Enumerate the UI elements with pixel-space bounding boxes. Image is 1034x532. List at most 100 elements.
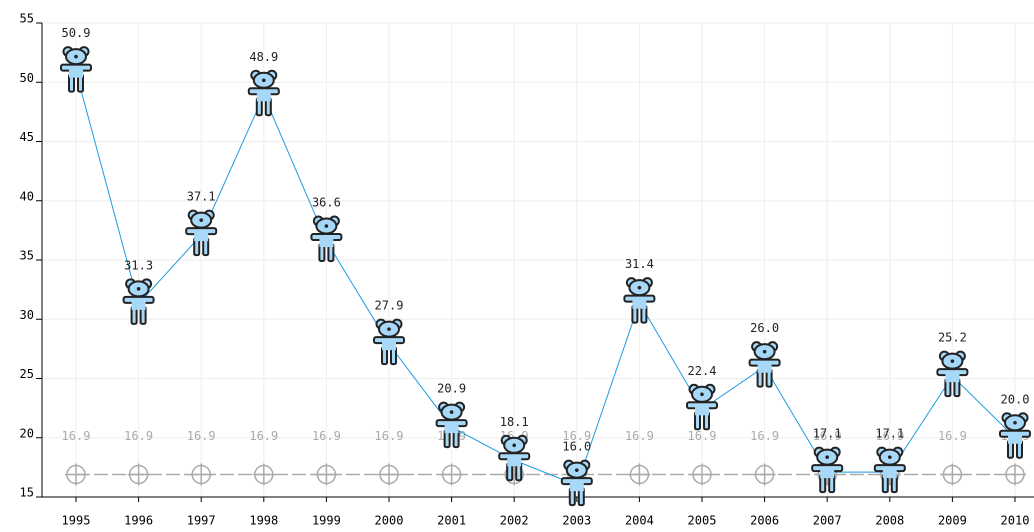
x-tick-label: 2009 xyxy=(938,514,967,528)
marker xyxy=(122,278,155,325)
value-label: 16.9 xyxy=(562,429,591,443)
bear-body xyxy=(256,91,271,102)
marker xyxy=(65,463,87,486)
bear-eye xyxy=(324,224,329,228)
marker xyxy=(873,446,906,494)
bear-body xyxy=(131,299,146,310)
value-label: 50.9 xyxy=(62,26,91,40)
marker xyxy=(560,459,593,507)
value-label: 16.9 xyxy=(375,429,404,443)
x-tick-label: 1997 xyxy=(187,514,216,528)
x-tick-label: 2004 xyxy=(625,514,654,528)
x-tick-label: 2001 xyxy=(437,514,466,528)
x-tick-label: 1996 xyxy=(124,514,153,528)
x-tick-label: 2005 xyxy=(688,514,717,528)
marker xyxy=(435,401,468,449)
bear-eye xyxy=(387,327,391,331)
bear-body xyxy=(695,405,709,416)
bear-eye xyxy=(825,455,829,459)
series-line xyxy=(75,71,1016,486)
marker xyxy=(628,463,651,486)
x-tick-label: 2000 xyxy=(375,514,404,528)
bear-eye xyxy=(637,285,642,290)
value-label: 27.9 xyxy=(375,299,404,313)
value-label: 17.1 xyxy=(813,427,842,441)
bear-eye xyxy=(449,410,454,414)
bear-body xyxy=(632,298,647,309)
marker xyxy=(936,350,969,398)
y-tick-label: 50 xyxy=(20,71,34,85)
marker xyxy=(190,463,213,486)
x-tick-label: 2003 xyxy=(562,514,591,528)
x-tick-label: 2006 xyxy=(750,514,779,528)
bear-eye xyxy=(762,349,767,354)
bear-eye xyxy=(1013,420,1017,425)
marker xyxy=(310,215,343,263)
bear-body xyxy=(1008,433,1022,444)
x-tick-label: 1998 xyxy=(249,514,278,528)
value-label: 16.9 xyxy=(187,429,216,443)
bear-eye xyxy=(74,54,78,59)
y-tick-label: 20 xyxy=(20,426,34,440)
value-label: 16.9 xyxy=(688,429,717,443)
bear-body xyxy=(444,423,459,434)
value-label: 18.1 xyxy=(500,415,529,429)
y-tick-label: 45 xyxy=(20,130,34,144)
value-label: 36.6 xyxy=(312,196,341,210)
bear-body xyxy=(507,456,522,467)
y-tick-label: 55 xyxy=(20,12,34,26)
x-tick-label: 2007 xyxy=(813,514,842,528)
marker xyxy=(623,277,656,324)
value-label: 16.9 xyxy=(312,429,341,443)
bear-body xyxy=(69,67,83,78)
x-tick-label: 2010 xyxy=(1001,514,1030,528)
bear-eye xyxy=(575,468,579,472)
y-tick-label: 40 xyxy=(20,189,34,203)
marker xyxy=(378,463,400,486)
value-label: 16.0 xyxy=(562,440,591,454)
bear-body xyxy=(569,481,584,492)
bear-body xyxy=(945,372,960,383)
marker xyxy=(1004,463,1026,486)
marker xyxy=(811,446,844,494)
value-label: 31.3 xyxy=(124,258,153,272)
bear-body xyxy=(194,231,209,242)
x-tick-label: 1995 xyxy=(62,514,91,528)
value-label: 16.9 xyxy=(124,429,153,443)
marker xyxy=(686,383,718,431)
bear-eye xyxy=(888,455,892,459)
value-label: 31.4 xyxy=(625,257,654,271)
marker xyxy=(60,46,92,93)
value-label: 48.9 xyxy=(249,50,278,64)
bear-body xyxy=(757,362,772,373)
value-label: 22.4 xyxy=(688,364,717,378)
y-tick-label: 35 xyxy=(20,249,34,263)
bear-body xyxy=(882,468,897,479)
bear-eye xyxy=(700,392,704,397)
value-label: 37.1 xyxy=(187,190,216,204)
marker xyxy=(185,209,218,257)
value-label: 17.1 xyxy=(875,427,904,441)
marker xyxy=(252,463,275,486)
marker xyxy=(373,318,405,366)
marker xyxy=(247,69,280,117)
value-label: 16.9 xyxy=(875,429,904,443)
y-tick-label: 25 xyxy=(20,367,34,381)
value-label: 16.9 xyxy=(813,429,842,443)
value-label: 16.9 xyxy=(938,429,967,443)
value-label: 25.2 xyxy=(938,331,967,345)
value-label: 16.9 xyxy=(249,429,278,443)
bear-body xyxy=(820,468,835,479)
marker xyxy=(498,434,531,482)
value-label: 16.9 xyxy=(62,429,91,443)
value-label: 16.9 xyxy=(750,429,779,443)
marker xyxy=(691,463,713,486)
marker xyxy=(941,463,964,486)
x-tick-label: 2002 xyxy=(500,514,529,528)
x-tick-label: 2008 xyxy=(875,514,904,528)
bear-eye xyxy=(512,443,516,448)
value-label: 16.9 xyxy=(625,429,654,443)
bear-eye xyxy=(262,78,266,83)
